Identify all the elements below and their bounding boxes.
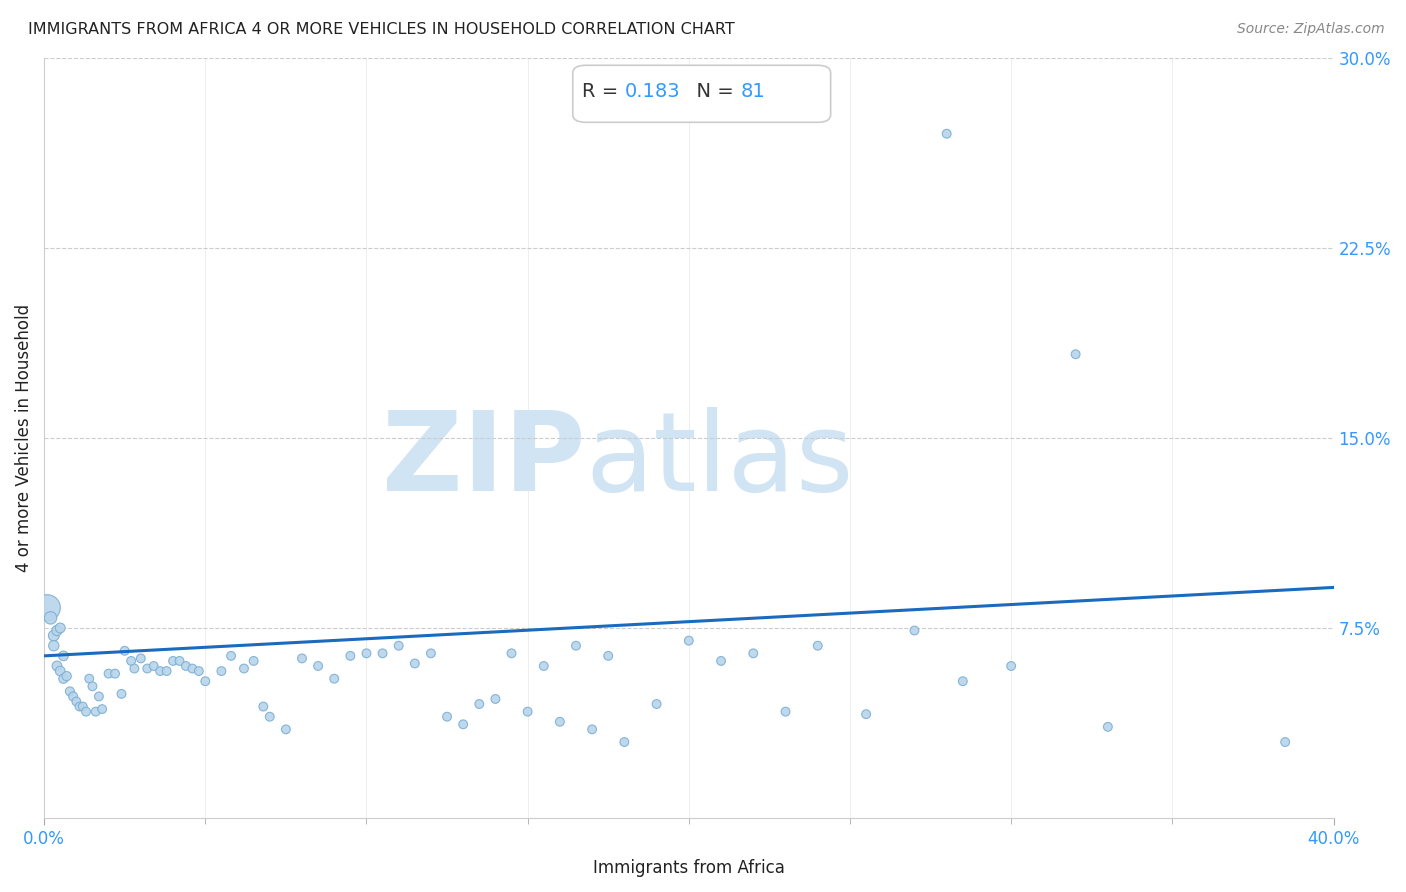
Point [855,707,877,722]
Point [533,659,555,673]
Text: Source: ZipAtlas.com: Source: ZipAtlas.com [1237,22,1385,37]
Text: 0.183: 0.183 [624,82,681,102]
Point [1064,347,1087,361]
Point [72,699,94,714]
Point [129,651,152,665]
Point [242,654,264,668]
Point [136,661,159,675]
Point [645,697,668,711]
Point [233,661,256,675]
Point [87,690,110,704]
Point [742,646,765,660]
Point [46,659,69,673]
Point [259,709,281,723]
Point [219,648,242,663]
Y-axis label: 4 or more Vehicles in Household: 4 or more Vehicles in Household [15,304,32,572]
Point [42,629,65,643]
Point [162,654,184,668]
Point [307,659,329,673]
Point [339,648,361,663]
Point [84,705,107,719]
Point [39,611,62,625]
Point [110,687,132,701]
Point [114,644,136,658]
Point [581,723,603,737]
Point [419,646,441,660]
Point [37,600,59,615]
Point [565,639,588,653]
Point [104,666,127,681]
Point [194,674,217,689]
Point [75,705,97,719]
Point [42,639,65,653]
Point [55,669,77,683]
Text: R =: R = [582,82,624,102]
Point [388,639,411,653]
Point [678,633,700,648]
Point [69,699,91,714]
Point [501,646,523,660]
Point [49,621,72,635]
Point [82,679,104,693]
Point [952,674,974,689]
Point [149,664,172,678]
Point [120,654,142,668]
Point [77,672,100,686]
Text: atlas: atlas [586,407,855,514]
Point [124,661,146,675]
Point [65,694,87,708]
Point [62,690,84,704]
Point [59,684,82,698]
Point [252,699,274,714]
Point [935,127,957,141]
Point [807,639,830,653]
Point [903,624,925,638]
Text: 81: 81 [741,82,765,102]
Point [468,697,491,711]
Point [174,659,197,673]
Point [516,705,538,719]
Point [142,659,165,673]
Point [169,654,191,668]
Point [371,646,394,660]
Point [46,624,69,638]
Point [436,709,458,723]
Point [404,657,426,671]
Point [291,651,314,665]
Point [274,723,297,737]
Point [209,664,232,678]
X-axis label: Immigrants from Africa: Immigrants from Africa [593,859,785,877]
Text: N =: N = [685,82,741,102]
Point [49,664,72,678]
Point [323,672,346,686]
Point [1097,720,1119,734]
Text: IMMIGRANTS FROM AFRICA 4 OR MORE VEHICLES IN HOUSEHOLD CORRELATION CHART: IMMIGRANTS FROM AFRICA 4 OR MORE VEHICLE… [28,22,735,37]
Point [52,648,75,663]
Text: ZIP: ZIP [382,407,586,514]
Point [451,717,474,731]
Point [52,672,75,686]
Point [1274,735,1296,749]
Point [613,735,636,749]
Point [484,692,506,706]
Point [1000,659,1022,673]
Point [356,646,378,660]
Point [91,702,114,716]
Point [155,664,177,678]
Point [598,648,620,663]
Point [97,666,120,681]
Point [710,654,733,668]
Point [181,661,204,675]
FancyBboxPatch shape [572,65,831,122]
Point [548,714,571,729]
Point [775,705,797,719]
Point [187,664,209,678]
